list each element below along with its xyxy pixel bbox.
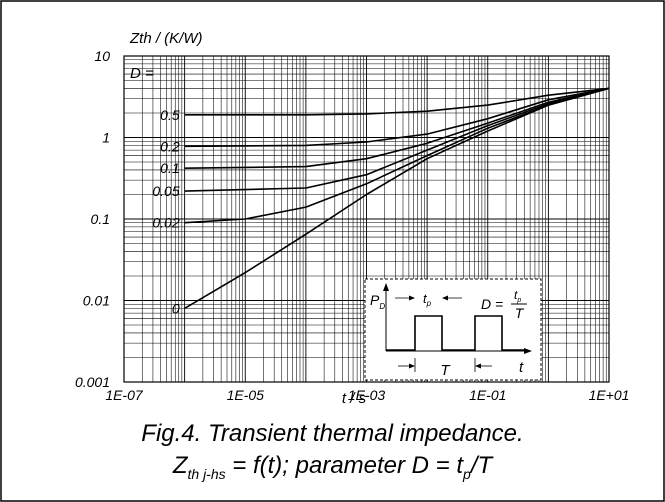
caption-z-subscript: th j-hs bbox=[187, 465, 226, 482]
y-axis-label: Zth / (K/W) bbox=[129, 30, 203, 47]
x-tick-label: 1E-03 bbox=[348, 387, 386, 403]
pulse-diagram-inset: PD tp T t D = tp T bbox=[364, 278, 542, 381]
plot-area bbox=[123, 55, 610, 383]
inset-formula-denominator: T bbox=[515, 305, 525, 321]
inset-pulse-train bbox=[386, 315, 527, 351]
y-tick-label: 0.01 bbox=[83, 293, 110, 309]
series-line-0.5 bbox=[184, 87, 610, 116]
caption-formula: = f(t); parameter D = t bbox=[225, 452, 464, 479]
series-label: 0.2 bbox=[160, 138, 180, 154]
series-label: 0.5 bbox=[160, 107, 180, 123]
figure-caption-line1: Fig.4. Transient thermal impedance. bbox=[141, 420, 524, 447]
series-line-0.2 bbox=[184, 87, 610, 148]
parameter-label: D = bbox=[130, 65, 154, 82]
series-line-0.1 bbox=[184, 87, 610, 169]
series-lines bbox=[184, 87, 610, 310]
tick-labels: 1E-07 1E-05 1E-03 1E-01 1E+01 0.001 0.01 0.1 1 10 bbox=[75, 48, 629, 403]
inset-t-axis-label: t bbox=[519, 359, 524, 376]
y-tick-label: 0.1 bbox=[91, 211, 110, 227]
inset-p-label: PD bbox=[370, 292, 385, 311]
series-label: 0.05 bbox=[152, 183, 179, 199]
inset-T-arrowhead-right bbox=[475, 363, 481, 369]
y-tick-label: 1 bbox=[102, 130, 110, 146]
inset-formula-numerator: tp bbox=[514, 288, 521, 304]
series-labels: 0.5 0.2 0.1 0.05 0.02 0 bbox=[152, 107, 179, 317]
x-tick-label: 1E+01 bbox=[589, 387, 630, 403]
x-tick-label: 1E-07 bbox=[105, 387, 144, 403]
series-line-0 bbox=[184, 87, 610, 310]
inset-T-arrowhead-left bbox=[409, 363, 415, 369]
inset-formula-lhs: D = bbox=[481, 296, 503, 312]
x-tick-label: 1E-05 bbox=[227, 387, 265, 403]
inset-tp-arrowhead-left bbox=[409, 295, 415, 301]
inset-T-label: T bbox=[440, 362, 451, 379]
caption-p-subscript: p bbox=[463, 465, 471, 482]
x-tick-label: 1E-01 bbox=[469, 387, 506, 403]
inset-tp-arrowhead-right bbox=[442, 295, 448, 301]
y-tick-label: 10 bbox=[94, 48, 110, 64]
caption-z: Z bbox=[172, 452, 188, 479]
x-axis-label: t / s bbox=[342, 390, 367, 407]
series-label: 0.1 bbox=[160, 160, 179, 176]
series-label: 0 bbox=[172, 300, 180, 316]
figure-caption-line2: Zth j-hs = f(t); parameter D = tp/T bbox=[0, 452, 665, 482]
series-line-0.05 bbox=[184, 87, 610, 192]
inset-tp-label: tp bbox=[423, 291, 432, 308]
y-tick-label: 0.001 bbox=[75, 374, 110, 390]
caption-end: /T bbox=[470, 452, 493, 479]
inset-box bbox=[364, 278, 542, 381]
series-label: 0.02 bbox=[152, 215, 179, 231]
inset-p-axis-arrow bbox=[383, 283, 389, 291]
